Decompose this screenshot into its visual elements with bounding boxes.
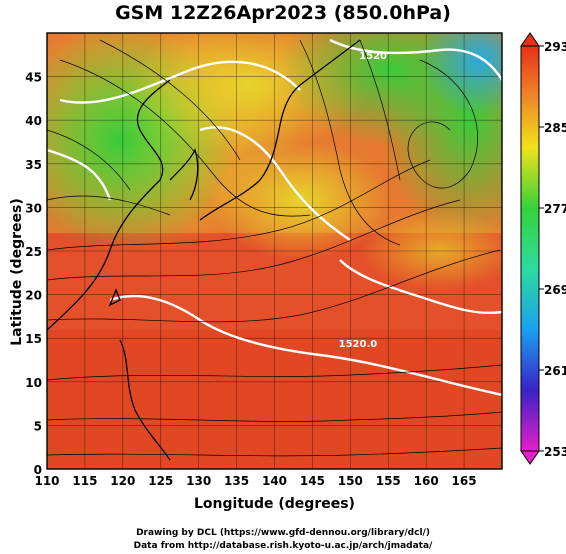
streamline <box>47 411 502 422</box>
plot-frame <box>46 32 503 470</box>
contour-label: 1520.0 <box>339 339 378 350</box>
streamline <box>59 59 311 217</box>
streamline <box>47 364 502 381</box>
contour-mid-3 <box>339 259 502 315</box>
streamline <box>299 39 401 246</box>
streamline <box>47 195 171 216</box>
contour-west <box>47 148 112 201</box>
colorbar: 293 285 277 269 261 253 <box>520 32 566 465</box>
contour-mid-1 <box>59 60 301 104</box>
contour-labels: 1520.0 1520 <box>339 51 387 350</box>
x-axis-ticks: 110 115 120 125 130 135 140 145 150 155 160 165 <box>34 474 476 488</box>
colorbar-tick-label: 253 <box>544 445 566 459</box>
contour-label: 1520 <box>359 51 387 62</box>
coast-china <box>47 79 171 331</box>
coast-kuril <box>299 39 361 86</box>
colorbar-bottom-arrow <box>520 450 540 465</box>
streamline <box>47 447 502 457</box>
streamline <box>99 39 241 161</box>
x-tick-label: 115 <box>72 474 97 488</box>
streamline <box>47 129 131 191</box>
y-tick-label: 40 <box>25 114 42 128</box>
credit-line-data: Data from http://database.rish.kyoto-u.a… <box>133 541 433 551</box>
colorbar-tick-label: 261 <box>544 364 566 378</box>
y-tick-label: 30 <box>25 201 42 215</box>
x-tick-label: 125 <box>148 474 173 488</box>
colorbar-tick-label: 285 <box>544 121 566 135</box>
coast-taiwan <box>108 288 121 307</box>
x-tick-label: 145 <box>300 474 325 488</box>
contour-1520-south <box>109 294 502 397</box>
y-tick-label: 15 <box>25 332 42 346</box>
x-tick-label: 110 <box>34 474 59 488</box>
x-tick-label: 160 <box>414 474 439 488</box>
streamline <box>47 199 461 281</box>
height-contours <box>47 38 502 397</box>
y-tick-label: 25 <box>25 245 42 259</box>
x-tick-label: 165 <box>452 474 477 488</box>
x-axis-label: Longitude (degrees) <box>194 496 355 512</box>
colorbar-top-arrow <box>520 32 540 47</box>
y-tick-label: 45 <box>25 71 42 85</box>
streamline <box>407 59 478 189</box>
temperature-field <box>47 33 502 469</box>
x-tick-label: 120 <box>110 474 135 488</box>
x-tick-label: 155 <box>376 474 401 488</box>
colorbar-tick-label: 269 <box>544 283 566 297</box>
coast-philippines <box>119 339 171 461</box>
coast-korea <box>169 148 199 201</box>
coast-japan <box>199 84 301 221</box>
wind-streamlines <box>47 39 502 457</box>
streamline <box>47 249 501 323</box>
y-tick-label: 35 <box>25 158 42 172</box>
x-tick-label: 135 <box>224 474 249 488</box>
y-tick-label: 5 <box>34 419 42 433</box>
streamline <box>359 39 401 181</box>
contour-mid-2 <box>199 126 351 241</box>
y-tick-label: 20 <box>25 289 42 303</box>
coastlines <box>47 39 361 461</box>
lat-lon-grid <box>47 33 502 469</box>
x-tick-label: 140 <box>262 474 287 488</box>
map-title: GSM 12Z26Apr2023 (850.0hPa) <box>115 2 451 24</box>
credit-line-dcl: Drawing by DCL (https://www.gfd-dennou.o… <box>136 528 430 538</box>
colorbar-tick-label: 293 <box>544 40 566 54</box>
streamline <box>47 159 431 251</box>
colorbar-tick-label: 277 <box>544 202 566 216</box>
colorbar-labels: 293 285 277 269 261 253 <box>539 40 566 459</box>
contour-1520-north <box>329 38 502 81</box>
colorbar-scale <box>520 45 540 452</box>
y-tick-label: 10 <box>25 376 42 390</box>
x-tick-label: 150 <box>338 474 363 488</box>
x-tick-label: 130 <box>186 474 211 488</box>
y-axis-ticks: 0 5 10 15 20 25 30 35 40 45 <box>25 71 42 477</box>
y-tick-label: 0 <box>34 463 42 477</box>
